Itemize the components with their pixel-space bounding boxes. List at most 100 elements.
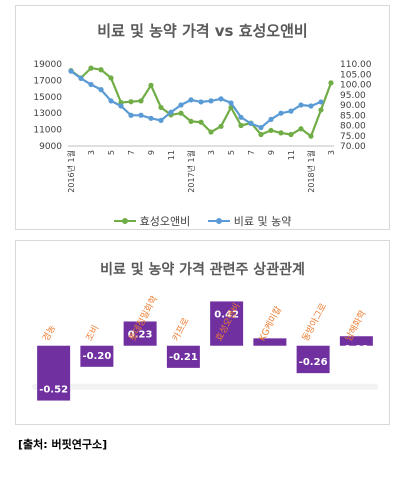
category-label: 경농 [40,323,58,343]
legend-item-hyosung: 효성오앤비 [113,213,191,229]
right-axis-tick: 75.00 [340,132,366,142]
bar [37,345,71,401]
right-axis-tick: 100.00 [340,81,372,91]
left-axis-tick: 17000 [33,76,62,86]
line-chart-legend: 효성오앤비 비료 및 농약 [16,212,389,229]
left-axis-tick: 11000 [33,126,62,136]
x-axis-tick: 9 [267,150,276,155]
series-point-0 [268,127,274,134]
series-point-0 [198,119,204,125]
series-point-1 [78,75,84,81]
series-point-1 [318,99,324,105]
right-axis-tick: 105.00 [340,70,372,80]
x-axis-tick: 3 [207,150,216,155]
series-point-0 [98,67,104,73]
x-axis-tick: 2017년 1월 [186,150,196,193]
series-point-0 [178,110,184,116]
bar-value-label: -0.21 [169,352,198,363]
bar [253,338,287,346]
bar-chart-title: 비료 및 농약 가격 관련주 상관관계 [100,262,305,278]
series-point-1 [108,98,114,104]
series-point-1 [278,110,284,116]
x-axis-tick: 9 [147,150,156,155]
x-axis-tick: 7 [247,150,256,155]
series-point-0 [208,129,214,135]
bar-value-label: 0.42 [214,309,239,320]
bar [166,345,200,368]
x-axis-tick: 5 [227,150,236,155]
bar-value-label: -0.26 [299,357,328,368]
series-point-1 [118,103,124,109]
series-point-0 [288,131,294,138]
series-point-1 [258,124,264,131]
x-axis-tick: 5 [107,150,116,155]
series-point-1 [178,102,184,108]
series-point-1 [98,87,104,93]
right-axis-tick: 80.00 [340,122,366,132]
category-label: 카프로 [170,316,191,343]
right-axis-tick: 85.00 [340,111,366,121]
left-axis-tick: 19000 [33,60,62,70]
right-axis-tick: 90.00 [340,101,366,111]
x-axis-tick: 2018년 1월 [306,150,316,193]
bar [123,321,157,346]
bar-value-label: 0.07 [258,346,283,357]
series-point-1 [138,112,144,118]
series-point-1 [248,120,254,127]
series-point-1 [88,81,94,88]
bar [210,301,244,346]
series-point-1 [298,102,304,108]
right-axis-tick: 95.00 [340,91,366,101]
series-line-1 [70,70,322,129]
series-point-1 [68,68,74,74]
series-point-0 [298,126,304,132]
series-point-0 [318,107,324,113]
series-point-1 [128,112,134,118]
series-point-0 [148,82,154,88]
series-point-1 [188,97,194,103]
bar [80,345,114,367]
series-point-0 [108,75,114,81]
series-point-0 [218,123,224,129]
series-point-1 [288,108,294,114]
series-point-1 [238,114,244,120]
bar-value-label: 0.09 [344,344,369,355]
series-point-0 [128,99,134,105]
category-label: 조비 [84,323,101,343]
left-axis-tick: 15000 [33,93,62,103]
right-axis-tick: 110.00 [340,60,372,70]
category-label: 동방아그로 [300,301,329,343]
left-axis-tick: 9000 [39,142,62,152]
series-point-1 [168,109,174,115]
legend-swatch-blue [207,218,230,224]
line-chart-title: 비료 및 농약 가격 vs 효성오앤비 [97,22,308,40]
line-chart-svg: 19000 17000 15000 13000 11000 9000 110.00105.0… [33,60,372,193]
x-axis-tick: 3 [87,150,96,155]
series-point-0 [328,80,334,86]
series-point-0 [88,65,94,71]
series-point-1 [228,100,234,106]
legend-item-fertilizer: 비료 및 농약 [207,213,292,229]
series-point-1 [268,116,274,122]
floor-shadow [32,383,378,390]
x-axis-tick: 11 [167,150,176,160]
series-point-0 [158,104,164,111]
series-point-1 [208,98,214,104]
source-note: [출처: 버핏연구소] [18,438,108,451]
series-point-1 [198,99,204,105]
series-point-1 [308,103,314,109]
bar-value-label: -0.52 [39,385,68,396]
x-axis-tick: 3 [327,150,336,155]
x-axis-tick: 2016년 1월 [66,150,76,193]
legend-label-fertilizer: 비료 및 농약 [233,215,292,228]
category-label: KG케미칼 [257,305,284,343]
bar-value-label: -0.20 [82,351,111,362]
series-point-1 [218,96,224,102]
series-point-0 [258,131,264,138]
legend-label-hyosung: 효성오앤비 [139,215,191,228]
bar-value-label: 0.23 [128,329,153,340]
series-point-1 [158,117,164,123]
x-axis-tick: 11 [287,150,296,160]
legend-swatch-green [113,218,136,224]
